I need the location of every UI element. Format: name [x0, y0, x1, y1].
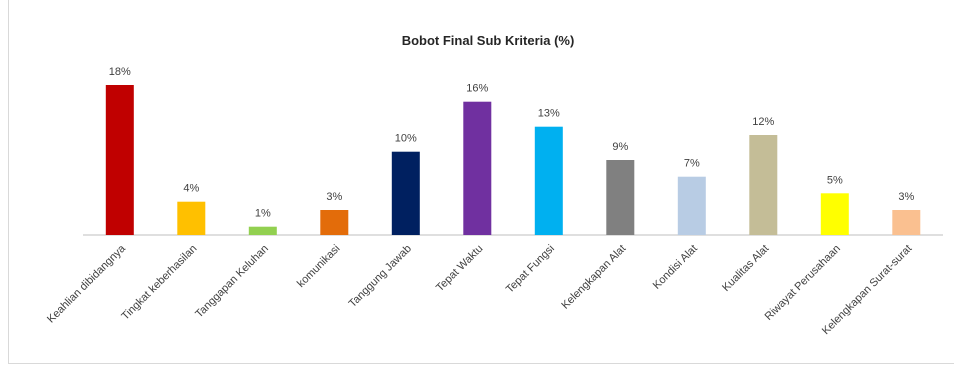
- x-tick-label: Tingkat keberhasilan: [119, 243, 199, 323]
- bar-kelengkapan-surat-surat: [892, 210, 921, 235]
- data-label: 3%: [326, 191, 342, 203]
- x-tick-label: komunikasi: [295, 243, 342, 290]
- data-labels-group: 18% 4% 1% 3% 10% 16% 13% 9% 7% 12% 5% 3%: [109, 66, 915, 220]
- data-label: 13%: [538, 108, 560, 120]
- x-tick-label: Kelengkapan Alat: [559, 243, 628, 312]
- x-tick-label: Tanggapan Keluhan: [193, 243, 271, 321]
- x-tick-label: Riwayat Perusahaan: [763, 243, 843, 323]
- x-tick-label: Kondisi Alat: [651, 243, 700, 292]
- data-label: 16%: [466, 83, 488, 95]
- data-label: 1%: [255, 208, 271, 220]
- bar-keahlian-dibidangnya: [105, 85, 134, 235]
- data-label: 18%: [109, 66, 131, 78]
- bar-komunikasi: [320, 210, 349, 235]
- data-label: 7%: [684, 158, 700, 170]
- x-tick-label: Kualitas Alat: [720, 243, 771, 294]
- bar-kelengkapan-alat: [606, 160, 635, 235]
- data-label: 3%: [898, 191, 914, 203]
- bar-riwayat-perusahaan: [820, 193, 849, 235]
- data-label: 4%: [183, 183, 199, 195]
- x-tick-label: Tepat Fungsi: [504, 243, 557, 296]
- x-tick-label: Tepat Waktu: [434, 243, 485, 294]
- bar-tanggung-jawab: [391, 151, 420, 235]
- bar-tanggapan-keluhan: [248, 226, 277, 235]
- chart-title: Bobot Final Sub Kriteria (%): [402, 33, 575, 48]
- bar-kualitas-alat: [749, 135, 778, 235]
- bar-tepat-fungsi: [534, 126, 563, 235]
- data-label: 10%: [395, 133, 417, 145]
- bar-tepat-waktu: [463, 101, 492, 235]
- bar-kondisi-alat: [677, 176, 706, 235]
- bar-tingkat-keberhasilan: [177, 201, 206, 235]
- chart-frame: [8, 0, 954, 364]
- data-label: 5%: [827, 174, 843, 186]
- x-tick-label: Keahlian dibidangnya: [45, 242, 128, 325]
- bars-group: [105, 85, 921, 235]
- x-tick-label: Tanggung Jawab: [347, 243, 414, 310]
- data-label: 9%: [612, 141, 628, 153]
- data-label: 12%: [752, 116, 774, 128]
